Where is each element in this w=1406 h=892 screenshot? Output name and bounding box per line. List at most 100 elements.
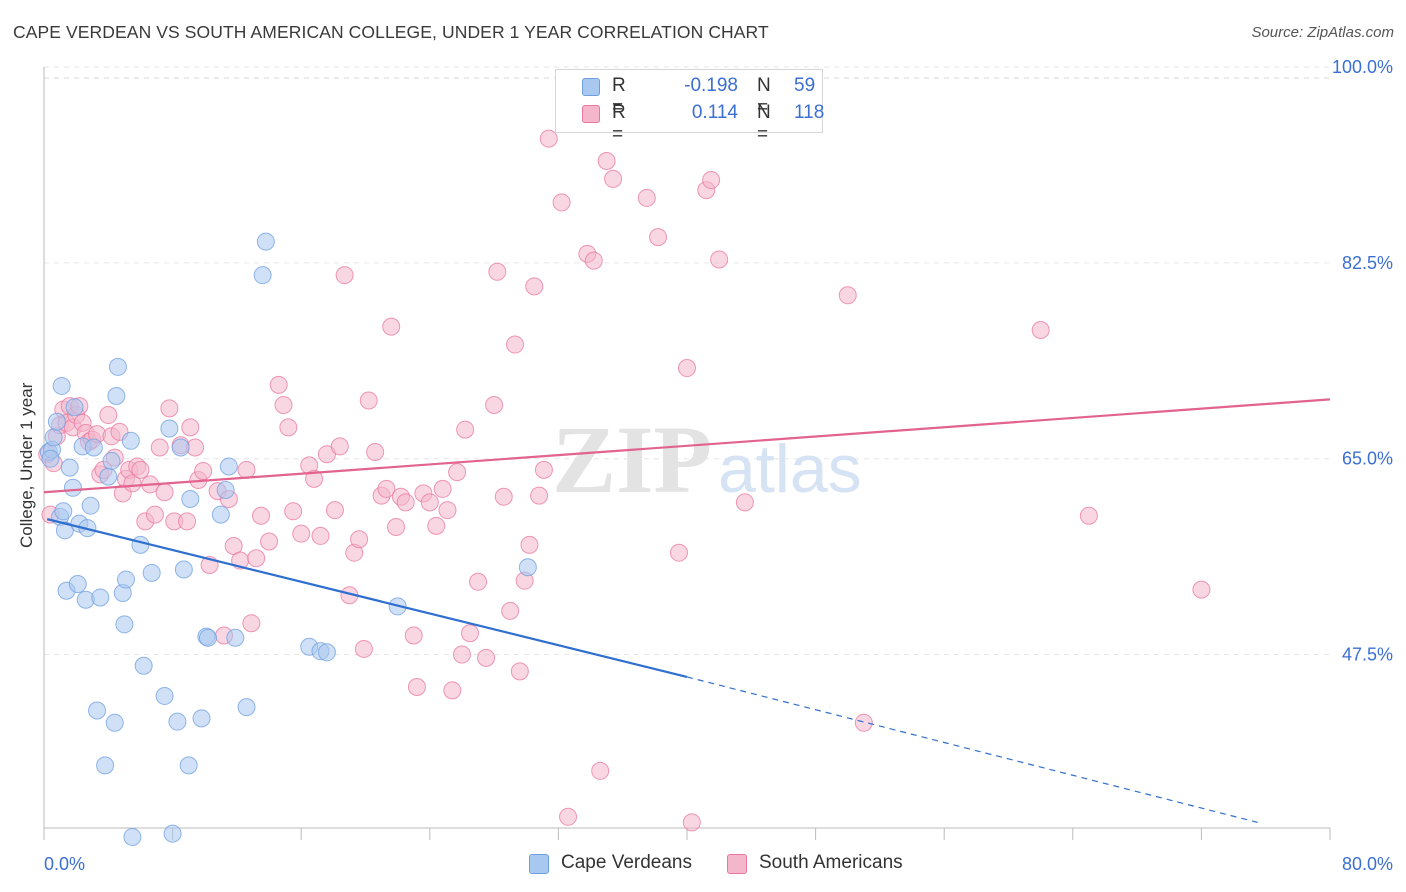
data-point [102,451,121,470]
data-point [121,431,140,450]
data-point [485,395,504,414]
data-point [404,626,423,645]
data-point [256,232,275,251]
data-point [44,428,63,447]
data-point [54,502,73,521]
legend-r-value: -0.198 [684,75,738,96]
legend-r-label: R = [612,102,626,145]
data-point [247,549,266,568]
data-point [211,505,230,524]
data-point [460,624,479,643]
legend-n-value: 118 [794,102,825,123]
data-point [60,458,79,477]
data-point [325,501,344,520]
data-point [518,558,537,577]
data-point [123,827,142,846]
data-point [534,460,553,479]
south-americans-label: South Americans [759,852,903,873]
data-point [145,505,164,524]
data-point [99,406,118,425]
south-american-points [38,129,1211,832]
data-point [260,532,279,551]
data-point [1079,506,1098,525]
data-point [427,516,446,535]
data-point [438,501,457,520]
data-point [160,419,179,438]
data-point [63,478,82,497]
data-point [47,412,66,431]
data-point [179,756,198,775]
chart-title: CAPE VERDEAN VS SOUTH AMERICAN COLLEGE, … [13,22,769,42]
data-point [219,457,238,476]
data-point [68,575,87,594]
data-point [530,486,549,505]
data-point [116,570,135,589]
data-point [350,530,369,549]
data-point [710,250,729,269]
data-point [443,681,462,700]
data-point [354,639,373,658]
data-point [123,474,142,493]
data-point [477,648,496,667]
data-point [237,698,256,717]
data-point [649,228,668,247]
data-point [448,463,467,482]
data-point [520,535,539,554]
data-point [174,560,193,579]
data-point [669,543,688,562]
cape-verdean-trend-line [46,518,688,678]
data-point [142,563,161,582]
data-point [494,487,513,506]
data-point [838,286,857,305]
data-point [181,489,200,508]
data-point [252,506,271,525]
data-point [163,824,182,843]
data-point [377,479,396,498]
data-point [81,496,100,515]
data-point [242,614,261,633]
x-tick-label: 80.0% [1342,854,1393,874]
watermark-zip: ZIP [552,406,712,513]
data-point [552,193,571,212]
data-point [505,335,524,354]
data-point [501,601,520,620]
y-tick-label: 65.0% [1342,449,1393,469]
data-point [284,502,303,521]
data-point [237,460,256,479]
data-point [168,712,187,731]
data-point [433,479,452,498]
data-point [396,493,415,512]
cape-verdeans-swatch [529,854,549,874]
data-point [387,517,406,536]
data-point [469,572,488,591]
data-point [335,266,354,285]
data-point [181,418,200,437]
y-axis-label: College, Under 1 year [17,382,36,548]
data-point [735,493,754,512]
legend: R = -0.198 N = 59 R = 0.114 N = 118 [555,69,825,145]
data-point [253,266,272,285]
legend-n-label: N = [757,75,771,118]
data-point [91,588,110,607]
data-point [525,277,544,296]
data-point [216,481,235,500]
cape-verdean-points [39,232,537,846]
data-point [274,395,293,414]
data-point [115,615,134,634]
data-point [192,709,211,728]
data-point [584,251,603,270]
data-point [178,512,197,531]
data-point [160,399,179,418]
data-point [134,656,153,675]
data-point [591,761,610,780]
data-point [226,628,245,647]
legend-r-label: R = [612,75,626,118]
data-point [311,526,330,545]
data-point [488,262,507,281]
data-point [382,317,401,336]
south-american-trend-line [43,398,1331,494]
data-point [198,628,217,647]
data-point [604,169,623,188]
data-point [88,701,107,720]
tick-labels: 100.0% 82.5% 65.0% 47.5% 0.0% 80.0% [44,57,1393,874]
